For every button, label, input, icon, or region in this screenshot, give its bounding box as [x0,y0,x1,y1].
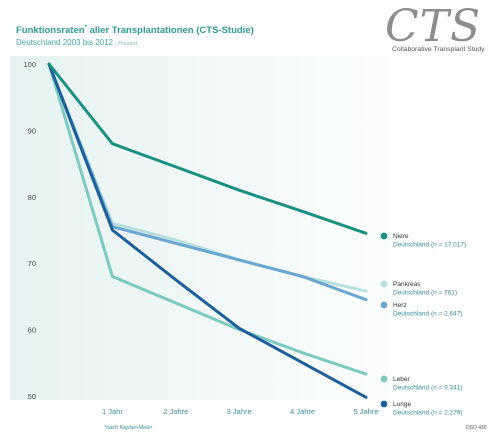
background-band [10,56,450,400]
chart-subtitle: Deutschland 2003 bis 2012 | Prozent [16,38,137,47]
x-tick-label: 1 Jahr [102,407,123,416]
y-tick-label: 50 [28,392,36,401]
series-lines [47,62,368,399]
legend-item-lunge: Lunge Deutschland (n = 2.279) [380,400,463,417]
unit-label: | Prozent [115,41,138,47]
legend-detail: Deutschland (n = 2.279) [393,410,463,417]
chart-subtitle-text: Deutschland 2003 bis 2012 [16,38,113,47]
legend-detail: Deutschland (n = 9.341) [393,385,463,392]
legend-marker [380,375,388,383]
legend-label: Leber [393,376,410,383]
y-tick-label: 80 [28,193,36,202]
legend-marker [380,301,388,309]
legend-item-herz: Herz Deutschland (n = 2.647) [380,301,463,318]
legend-detail: Deutschland (n = 17.017) [393,242,466,249]
legend-label: Niere [393,233,409,240]
legend-item-niere: Niere Deutschland (n = 17.017) [380,232,466,249]
x-tick-label: 5 Jahre [353,407,378,416]
x-tick-label: 3 Jahre [227,407,252,416]
chart-header: Funktionsraten* aller Transplantationen … [0,0,500,58]
x-tick-label: 2 Jahre [163,407,188,416]
legend-label: Pankreas [393,281,421,288]
legend-detail: Deutschland (n = 2.647) [393,311,463,318]
series-line-niere [47,62,368,235]
legend-item-pankreas: Pankreas Deutschland (n = 761) [380,280,457,297]
chart-code: DSO 430 [466,425,487,431]
y-tick-label: 70 [28,259,36,268]
y-tick-label: 60 [28,326,36,335]
x-tick-label: 4 Jahre [290,407,315,416]
background-gradient [10,56,450,400]
chart-title: Funktionsraten* aller Transplantationen … [16,25,254,36]
cts-logo-subtitle: Collaborative Transplant Study [392,46,485,53]
series-line-leber [47,62,368,376]
legend-marker [380,400,388,408]
x-axis: 1 Jahr 2 Jahre 3 Jahre 4 Jahre 5 Jahre [102,407,379,416]
legend: Niere Deutschland (n = 17.017) Pankreas Deu… [380,232,466,417]
cts-logo: CTS [385,1,482,52]
y-tick-label: 100 [23,60,36,69]
legend-marker [380,232,388,240]
y-axis: 50 60 70 80 90 100 [23,60,36,401]
series-line-lunge [47,62,368,399]
footnote-mark: * [84,25,87,31]
chart-title-text: Funktionsraten [16,25,85,37]
legend-detail: Deutschland (n = 761) [393,290,457,297]
legend-marker [380,280,388,288]
legend-item-leber: Leber Deutschland (n = 9.341) [380,375,463,392]
legend-label: Herz [393,302,407,309]
footnote: *nach Kaplan-Meier [104,425,153,431]
legend-label: Lunge [393,401,411,408]
chart-title-rest: aller Transplantationen (CTS-Studie) [86,25,254,37]
y-tick-label: 90 [28,126,36,135]
